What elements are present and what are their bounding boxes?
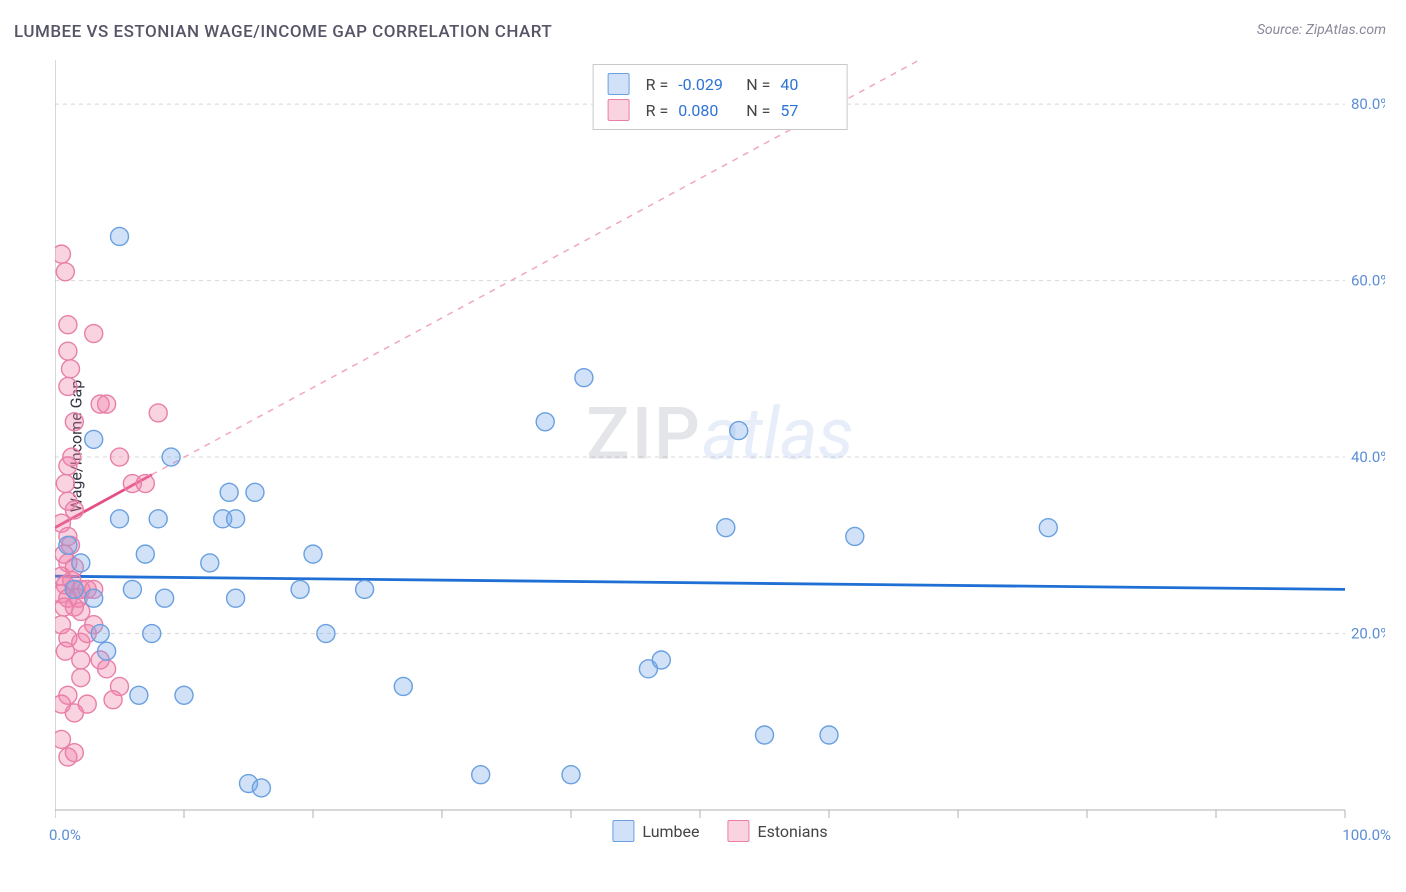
legend-row-lumbee: R = -0.029 N = 40 <box>608 71 833 97</box>
chart-area: 20.0%40.0%60.0%80.0% ZIPatlas R = -0.029… <box>55 60 1385 840</box>
svg-text:60.0%: 60.0% <box>1351 272 1385 290</box>
n-label: N = <box>746 75 770 94</box>
svg-text:40.0%: 40.0% <box>1351 448 1385 466</box>
svg-text:80.0%: 80.0% <box>1351 95 1385 113</box>
source-attribution: Source: ZipAtlas.com <box>1257 22 1386 38</box>
estonian-swatch-bottom <box>728 820 750 842</box>
r-label: R = <box>646 75 669 94</box>
estonian-swatch <box>608 99 630 121</box>
chart-title: LUMBEE VS ESTONIAN WAGE/INCOME GAP CORRE… <box>14 22 552 42</box>
lumbee-label: Lumbee <box>642 822 699 841</box>
legend-item-lumbee: Lumbee <box>612 820 699 842</box>
n-label: N = <box>746 101 770 120</box>
estonian-label: Estonians <box>758 822 828 841</box>
legend-row-estonian: R = 0.080 N = 57 <box>608 97 833 123</box>
lumbee-swatch <box>608 73 630 95</box>
r-value-estonian: 0.080 <box>678 101 730 120</box>
r-label: R = <box>646 101 669 120</box>
legend-item-estonian: Estonians <box>728 820 828 842</box>
n-value-lumbee: 40 <box>780 75 832 94</box>
scatter-plot: 20.0% 40.0% 60.0% 80.0% <box>55 60 1385 840</box>
correlation-legend: R = -0.029 N = 40 R = 0.080 N = 57 <box>593 64 848 130</box>
svg-text:20.0%: 20.0% <box>1351 625 1385 643</box>
n-value-estonian: 57 <box>780 101 832 120</box>
series-legend: Lumbee Estonians <box>612 820 827 842</box>
x-min-label: 0.0% <box>49 826 81 844</box>
lumbee-swatch-bottom <box>612 820 634 842</box>
x-max-label: 100.0% <box>1342 826 1391 844</box>
r-value-lumbee: -0.029 <box>678 75 730 94</box>
